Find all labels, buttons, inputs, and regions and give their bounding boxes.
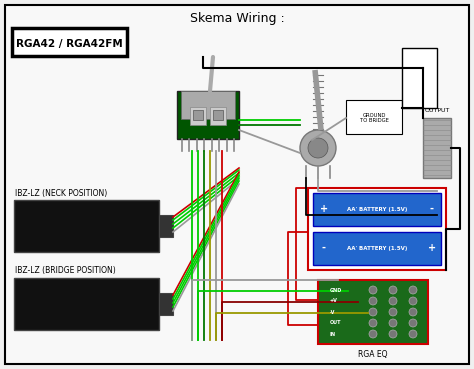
Bar xyxy=(313,193,441,226)
Text: +: + xyxy=(320,204,328,214)
Text: +V: +V xyxy=(330,299,338,303)
Circle shape xyxy=(409,330,417,338)
Bar xyxy=(346,100,402,134)
Circle shape xyxy=(369,330,377,338)
Text: GROUND
TO BRIDGE: GROUND TO BRIDGE xyxy=(360,113,388,123)
Text: AA' BATTERY (1.5V): AA' BATTERY (1.5V) xyxy=(347,207,407,211)
Bar xyxy=(193,110,203,120)
Circle shape xyxy=(409,308,417,316)
Text: OUT: OUT xyxy=(330,321,341,325)
Text: IBZ-LZ (BRIDGE POSITION): IBZ-LZ (BRIDGE POSITION) xyxy=(15,266,116,275)
Text: IN: IN xyxy=(330,331,336,337)
Circle shape xyxy=(409,297,417,305)
Bar xyxy=(210,107,226,125)
Bar xyxy=(159,293,173,315)
Circle shape xyxy=(369,297,377,305)
Bar xyxy=(14,200,159,252)
Text: Skema Wiring :: Skema Wiring : xyxy=(190,11,284,24)
Circle shape xyxy=(389,330,397,338)
Text: IBZ-LZ (NECK POSITION): IBZ-LZ (NECK POSITION) xyxy=(15,189,107,197)
Text: OUTPUT: OUTPUT xyxy=(424,107,450,113)
Bar xyxy=(423,118,451,178)
Circle shape xyxy=(409,286,417,294)
Circle shape xyxy=(369,319,377,327)
Circle shape xyxy=(389,297,397,305)
Circle shape xyxy=(409,319,417,327)
Bar xyxy=(213,110,223,120)
Text: AA' BATTERY (1.5V): AA' BATTERY (1.5V) xyxy=(347,245,407,251)
Bar xyxy=(181,91,235,119)
Bar xyxy=(14,278,159,330)
Bar xyxy=(308,188,446,270)
Text: RGA42 / RGA42FM: RGA42 / RGA42FM xyxy=(16,39,122,49)
Text: -: - xyxy=(322,243,326,253)
Bar xyxy=(313,232,441,265)
Circle shape xyxy=(369,308,377,316)
Circle shape xyxy=(308,138,328,158)
Bar xyxy=(402,48,437,108)
Text: GND: GND xyxy=(330,287,342,293)
Circle shape xyxy=(389,286,397,294)
Bar xyxy=(177,91,239,139)
Text: -V: -V xyxy=(330,310,336,314)
Bar xyxy=(190,107,206,125)
Circle shape xyxy=(369,286,377,294)
Bar xyxy=(12,28,127,56)
Text: -: - xyxy=(430,204,434,214)
Circle shape xyxy=(389,319,397,327)
Text: RGA EQ: RGA EQ xyxy=(358,349,388,359)
Circle shape xyxy=(389,308,397,316)
Circle shape xyxy=(300,130,336,166)
Bar xyxy=(318,280,428,344)
Bar xyxy=(159,215,173,237)
Text: +: + xyxy=(428,243,436,253)
